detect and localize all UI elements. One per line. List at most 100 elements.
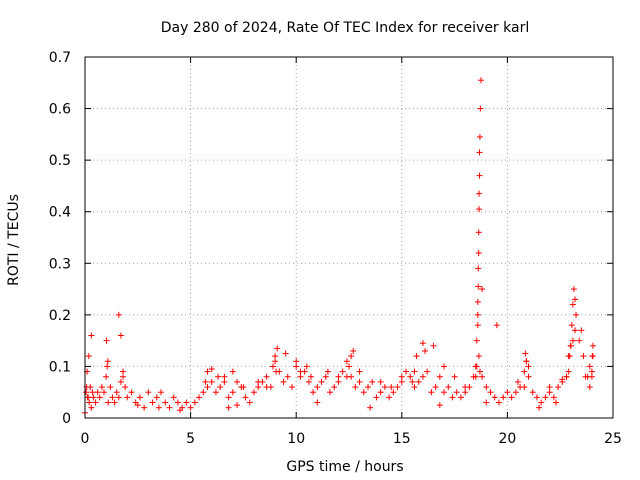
- data-point: [314, 384, 321, 391]
- data-point: [225, 394, 232, 401]
- data-point: [335, 378, 342, 385]
- data-point: [377, 378, 384, 385]
- data-point: [476, 206, 483, 213]
- data-point: [476, 368, 483, 375]
- data-point: [83, 389, 90, 396]
- data-point: [202, 378, 209, 385]
- data-point: [586, 384, 593, 391]
- data-point: [166, 404, 173, 411]
- data-point: [356, 378, 363, 385]
- data-point: [204, 368, 211, 375]
- data-point: [350, 347, 357, 354]
- y-tick-label: 0.1: [49, 359, 71, 375]
- x-axis-label: GPS time / hours: [286, 459, 403, 475]
- data-point: [589, 342, 596, 349]
- data-point: [293, 358, 300, 365]
- data-point: [89, 389, 96, 396]
- data-point: [365, 384, 372, 391]
- y-tick-label: 0: [62, 411, 71, 427]
- data-point: [422, 347, 429, 354]
- data-point: [546, 389, 553, 396]
- data-point: [117, 332, 124, 339]
- x-tick-labels: 0 5 10 15 20 25: [81, 431, 622, 447]
- data-point: [322, 373, 329, 380]
- data-point: [445, 384, 452, 391]
- data-point: [255, 378, 262, 385]
- data-point: [346, 363, 352, 370]
- data-point: [588, 373, 595, 380]
- chart-title: Day 280 of 2024, Rate Of TEC Index for r…: [161, 20, 529, 36]
- data-point: [493, 322, 500, 329]
- data-point: [246, 399, 253, 406]
- data-point: [473, 363, 480, 370]
- data-point: [483, 384, 490, 391]
- data-point: [411, 368, 418, 375]
- data-point: [272, 358, 279, 365]
- data-point: [221, 378, 228, 385]
- data-point: [109, 394, 116, 401]
- data-point: [162, 399, 169, 406]
- data-point: [424, 368, 431, 375]
- data-point: [390, 389, 397, 396]
- data-points: [82, 77, 596, 416]
- data-point: [479, 286, 486, 293]
- data-point: [546, 384, 553, 391]
- data-point: [234, 402, 241, 409]
- data-point: [428, 389, 435, 396]
- data-point: [475, 283, 482, 290]
- data-point: [475, 353, 482, 360]
- data-point: [191, 399, 198, 406]
- y-tick-label: 0.5: [49, 153, 71, 169]
- data-point: [588, 368, 595, 375]
- data-point: [115, 311, 122, 318]
- x-tick-label: 25: [604, 431, 622, 447]
- data-point: [504, 389, 511, 396]
- data-point: [314, 399, 321, 406]
- data-point: [430, 342, 437, 349]
- data-point: [474, 311, 481, 318]
- data-point: [280, 378, 287, 385]
- data-point: [84, 394, 91, 401]
- x-tick-label: 5: [186, 431, 195, 447]
- data-point: [453, 389, 460, 396]
- data-point: [293, 363, 300, 370]
- data-point: [229, 368, 236, 375]
- y-tick-label: 0.7: [49, 50, 71, 66]
- data-point: [432, 384, 439, 391]
- data-point: [403, 368, 410, 375]
- data-point: [521, 384, 528, 391]
- data-point: [523, 358, 530, 365]
- data-point: [529, 389, 536, 396]
- data-point: [514, 378, 521, 385]
- data-point: [478, 77, 484, 84]
- y-tick-label: 0.6: [49, 102, 71, 118]
- data-point: [85, 353, 92, 360]
- data-point: [373, 394, 380, 401]
- data-point: [221, 373, 228, 380]
- data-point: [538, 399, 545, 406]
- data-point: [120, 373, 127, 380]
- data-point: [187, 404, 194, 411]
- data-point: [398, 378, 405, 385]
- data-point: [288, 384, 295, 391]
- data-point: [240, 384, 247, 391]
- data-point: [120, 368, 127, 375]
- data-point: [457, 394, 464, 401]
- data-point: [586, 363, 593, 370]
- data-point: [212, 389, 219, 396]
- data-point: [282, 350, 289, 357]
- data-point: [500, 394, 507, 401]
- data-point: [570, 286, 577, 293]
- data-point: [225, 404, 232, 411]
- data-point: [117, 378, 124, 385]
- data-point: [419, 373, 426, 380]
- data-point: [487, 389, 494, 396]
- data-point: [475, 229, 482, 236]
- data-point: [348, 353, 355, 360]
- data-point: [234, 378, 241, 385]
- data-point: [297, 368, 304, 375]
- data-point: [103, 337, 110, 344]
- data-point: [98, 384, 105, 391]
- data-point: [149, 399, 156, 406]
- data-point: [324, 368, 331, 375]
